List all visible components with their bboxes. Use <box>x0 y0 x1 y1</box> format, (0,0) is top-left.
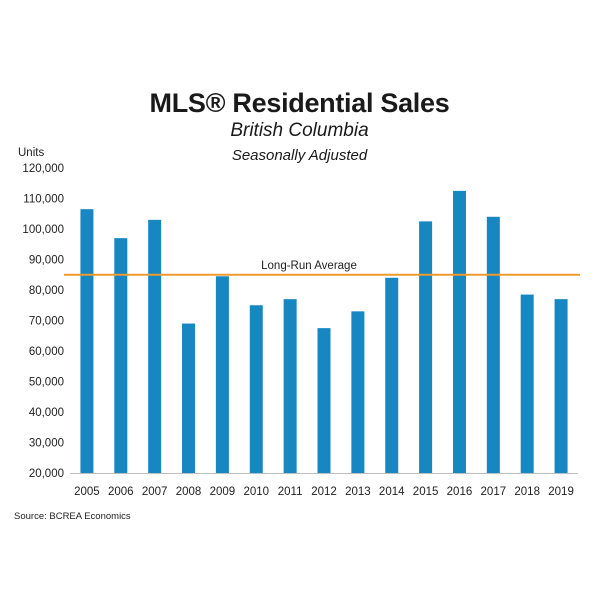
bar-2019 <box>554 299 568 473</box>
long-run-average-label: Long-Run Average <box>261 260 357 272</box>
y-axis-ticks: 20,000 30,000 40,000 50,000 60,000 70,000 80,0… <box>22 163 64 480</box>
x-axis-ticks: 2005 2006 2007 2008 2009 2010 2011 2012 2013 2014… <box>74 486 574 498</box>
x-tick-label: 2011 <box>278 486 303 498</box>
y-tick-label: 100,000 <box>22 224 64 236</box>
chart-title: MLS® Residential Sales <box>149 88 450 118</box>
x-tick-label: 2010 <box>243 486 269 498</box>
bar-2015 <box>419 221 433 473</box>
x-tick-label: 2014 <box>379 486 405 498</box>
y-tick-label: 50,000 <box>29 377 64 389</box>
x-tick-label: 2015 <box>413 486 439 498</box>
bar-2013 <box>351 311 365 473</box>
x-tick-label: 2019 <box>548 486 574 498</box>
bar-2018 <box>520 294 534 473</box>
y-tick-label: 40,000 <box>29 407 64 419</box>
chart-subtitle: British Columbia <box>230 120 369 141</box>
y-tick-label: 70,000 <box>29 316 64 328</box>
x-tick-label: 2013 <box>345 486 371 498</box>
bar-2011 <box>283 299 297 473</box>
y-tick-label: 30,000 <box>29 438 64 450</box>
bars <box>80 190 568 474</box>
bar-2017 <box>486 216 500 474</box>
x-tick-label: 2018 <box>514 486 540 498</box>
y-tick-label: 60,000 <box>29 346 64 358</box>
bar-2006 <box>114 238 128 473</box>
x-tick-label: 2017 <box>481 486 507 498</box>
y-tick-label: 120,000 <box>22 163 64 175</box>
x-tick-label: 2005 <box>74 486 100 498</box>
bar-2014 <box>385 277 399 473</box>
bar-2008 <box>182 323 196 473</box>
x-tick-label: 2016 <box>447 486 473 498</box>
x-tick-label: 2012 <box>311 486 337 498</box>
x-tick-label: 2009 <box>210 486 236 498</box>
bar-2010 <box>249 305 263 473</box>
bar-2009 <box>215 276 229 473</box>
bar-2016 <box>452 190 466 473</box>
x-tick-label: 2008 <box>176 486 202 498</box>
y-tick-label: 20,000 <box>29 468 64 480</box>
bar-2012 <box>317 328 331 473</box>
y-tick-label: 90,000 <box>29 255 64 267</box>
x-tick-label: 2007 <box>142 486 168 498</box>
bar-2007 <box>148 219 162 473</box>
bar-2005 <box>80 209 94 474</box>
y-axis-label: Units <box>18 147 44 159</box>
chart-subtitle-seasonal: Seasonally Adjusted <box>231 147 368 164</box>
y-tick-label: 110,000 <box>23 194 64 206</box>
y-tick-label: 80,000 <box>29 285 64 297</box>
x-tick-label: 2006 <box>108 486 134 498</box>
source-note: Source: BCREA Economics <box>14 511 131 522</box>
